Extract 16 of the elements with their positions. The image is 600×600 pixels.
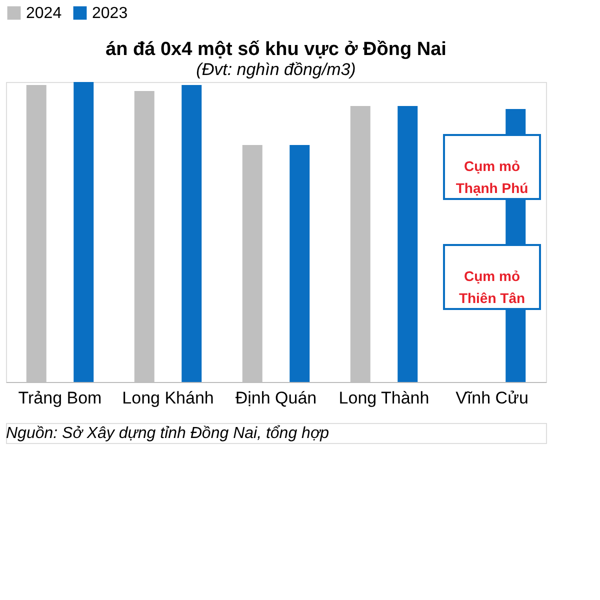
- bar: [182, 85, 202, 382]
- x-tick-label: Long Khánh: [122, 388, 214, 408]
- chart-subtitle: (Đvt: nghìn đồng/m3): [196, 60, 356, 79]
- bar: [290, 145, 310, 382]
- bar: [74, 82, 94, 382]
- x-tick-label: Long Thành: [338, 388, 430, 408]
- annotation: Cụm mỏ Thạnh Phú: [456, 158, 528, 196]
- x-tick-label: Định Quán: [235, 388, 317, 408]
- annotation: Cụm mỏ Thiên Tân: [458, 268, 526, 306]
- legend-label: 2023: [92, 5, 128, 22]
- bar: [398, 106, 418, 382]
- x-tick-label: Vĩnh Cửu: [456, 388, 528, 408]
- chart-title: án đá 0x4 một số khu vực ở Đồng Nai: [106, 39, 446, 60]
- text: Nguồn: Sở Xây dựng tỉnh Đồng Nai, tổng hợp: [6, 425, 330, 442]
- legend-label: 2024: [26, 5, 62, 22]
- x-tick-label: Trảng Bom: [18, 388, 102, 408]
